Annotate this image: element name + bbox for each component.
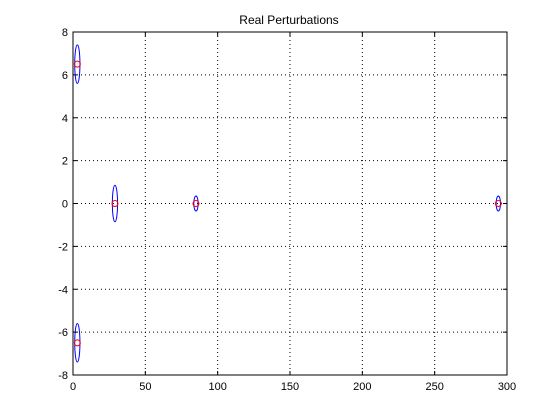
perturbation-ellipse <box>193 195 199 212</box>
x-tick-label: 50 <box>139 381 151 393</box>
y-tick-label: -8 <box>58 370 68 382</box>
x-tick-label: 100 <box>208 381 226 393</box>
eigenvalue-marker <box>73 60 81 68</box>
x-tick-label: 200 <box>353 381 371 393</box>
perturbation-ellipse <box>495 195 501 212</box>
eigenvalue-marker <box>111 200 119 207</box>
y-axis-tick-labels: -8 -6 -4 -2 0 2 4 6 8 <box>58 27 68 382</box>
y-tick-label: 4 <box>62 113 68 125</box>
y-tick-label: 0 <box>62 199 68 211</box>
y-tick-label: 2 <box>62 156 68 168</box>
chart-title: Real Perturbations <box>239 13 338 27</box>
x-tick-label: 0 <box>70 381 76 393</box>
x-tick-label: 300 <box>498 381 516 393</box>
x-tick-label: 250 <box>425 381 443 393</box>
eigenvalue-marker <box>73 339 81 347</box>
grid-lines <box>73 32 507 375</box>
eigenvalue-marker <box>192 200 200 207</box>
x-tick-label: 150 <box>281 381 299 393</box>
y-tick-label: -6 <box>58 327 68 339</box>
eigenvalue-marker <box>494 200 502 207</box>
y-tick-label: -4 <box>58 284 68 296</box>
y-tick-label: -2 <box>58 241 68 253</box>
x-axis-tick-labels: 0 50 100 150 200 250 300 <box>70 381 516 393</box>
y-tick-label: 8 <box>62 27 68 39</box>
y-tick-label: 6 <box>62 70 68 82</box>
axis-ticks <box>72 31 508 376</box>
data-markers <box>73 44 502 363</box>
